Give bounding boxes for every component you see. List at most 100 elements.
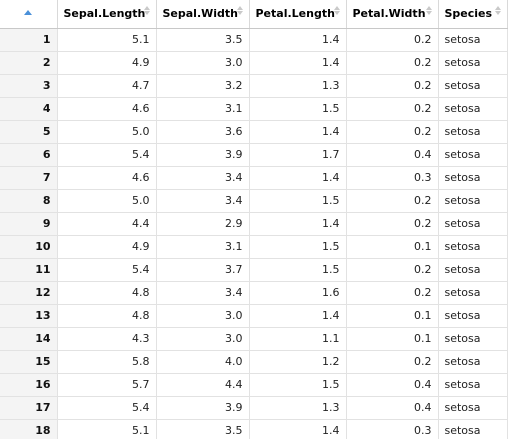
sort-updown-icon <box>495 5 502 19</box>
table-cell: 0.4 <box>346 143 439 167</box>
row-index-cell: 5 <box>0 120 58 144</box>
table-row: 2 4.9 3.0 1.4 0.2 setosa <box>0 51 508 75</box>
column-header-label: Species <box>444 7 493 21</box>
column-header-label: Sepal.Width <box>162 7 239 21</box>
row-index-cell: 12 <box>0 281 58 305</box>
table-cell: 1.4 <box>249 304 347 328</box>
table-row: 15 5.8 4.0 1.2 0.2 setosa <box>0 350 508 374</box>
table-cell: setosa <box>438 189 508 213</box>
table-row: 12 4.8 3.4 1.6 0.2 setosa <box>0 281 508 305</box>
table-body: 1 5.1 3.5 1.4 0.2 setosa 2 4.9 3.0 1.4 0.2 setosa 3 4… <box>0 28 508 439</box>
row-index-cell: 9 <box>0 212 58 236</box>
column-header-sepal-width[interactable]: Sepal.Width <box>156 0 250 29</box>
table-cell: 3.0 <box>156 51 250 75</box>
table-cell: 4.4 <box>57 212 157 236</box>
row-index-cell: 8 <box>0 189 58 213</box>
table-cell: 3.5 <box>156 419 250 439</box>
table-cell: 3.2 <box>156 74 250 98</box>
table-cell: 1.2 <box>249 350 347 374</box>
column-header-label: Petal.Length <box>255 7 335 21</box>
table-cell: 4.9 <box>57 235 157 259</box>
table-cell: 0.2 <box>346 212 439 236</box>
table-row: 18 5.1 3.5 1.4 0.3 setosa <box>0 419 508 439</box>
table-cell: 1.1 <box>249 327 347 351</box>
table-cell: 0.2 <box>346 281 439 305</box>
table-cell: 5.0 <box>57 189 157 213</box>
table-cell: 4.6 <box>57 97 157 121</box>
table-row: 16 5.7 4.4 1.5 0.4 setosa <box>0 373 508 397</box>
row-index-cell: 11 <box>0 258 58 282</box>
table-cell: 3.4 <box>156 189 250 213</box>
table-cell: 1.7 <box>249 143 347 167</box>
table-row: 1 5.1 3.5 1.4 0.2 setosa <box>0 28 508 52</box>
table-cell: 1.3 <box>249 74 347 98</box>
table-cell: setosa <box>438 28 508 52</box>
table-cell: setosa <box>438 419 508 439</box>
row-index-cell: 15 <box>0 350 58 374</box>
table-cell: 1.4 <box>249 212 347 236</box>
table-cell: setosa <box>438 327 508 351</box>
table-cell: 3.1 <box>156 97 250 121</box>
table-cell: 3.1 <box>156 235 250 259</box>
table-cell: 4.0 <box>156 350 250 374</box>
column-header-petal-length[interactable]: Petal.Length <box>249 0 347 29</box>
table-cell: 1.6 <box>249 281 347 305</box>
table-cell: 0.2 <box>346 97 439 121</box>
table-cell: 4.8 <box>57 281 157 305</box>
table-cell: 1.4 <box>249 120 347 144</box>
row-index-header[interactable] <box>0 0 58 29</box>
table-cell: setosa <box>438 281 508 305</box>
table-cell: 2.9 <box>156 212 250 236</box>
table-cell: 3.0 <box>156 304 250 328</box>
table-cell: 0.2 <box>346 28 439 52</box>
row-index-cell: 13 <box>0 304 58 328</box>
table-cell: setosa <box>438 166 508 190</box>
table-cell: 0.2 <box>346 258 439 282</box>
table-cell: 3.6 <box>156 120 250 144</box>
table-cell: setosa <box>438 51 508 75</box>
row-index-cell: 17 <box>0 396 58 420</box>
row-index-cell: 18 <box>0 419 58 439</box>
table-cell: 0.1 <box>346 304 439 328</box>
table-cell: 0.2 <box>346 74 439 98</box>
table-cell: 4.3 <box>57 327 157 351</box>
table-row: 13 4.8 3.0 1.4 0.1 setosa <box>0 304 508 328</box>
row-index-cell: 7 <box>0 166 58 190</box>
table-cell: 3.0 <box>156 327 250 351</box>
table-row: 10 4.9 3.1 1.5 0.1 setosa <box>0 235 508 259</box>
table-cell: 1.5 <box>249 97 347 121</box>
table-cell: setosa <box>438 235 508 259</box>
table-row: 7 4.6 3.4 1.4 0.3 setosa <box>0 166 508 190</box>
table-cell: setosa <box>438 97 508 121</box>
table-cell: 3.5 <box>156 28 250 52</box>
table-cell: 5.4 <box>57 258 157 282</box>
table-row: 6 5.4 3.9 1.7 0.4 setosa <box>0 143 508 167</box>
table-cell: setosa <box>438 143 508 167</box>
table-cell: 5.8 <box>57 350 157 374</box>
column-header-label: Petal.Width <box>352 7 426 21</box>
table-cell: 5.7 <box>57 373 157 397</box>
table-cell: 5.4 <box>57 143 157 167</box>
column-header-label: Sepal.Length <box>63 7 146 21</box>
table-cell: 0.1 <box>346 235 439 259</box>
table-cell: setosa <box>438 74 508 98</box>
table-cell: 4.9 <box>57 51 157 75</box>
table-cell: 5.4 <box>57 396 157 420</box>
table-cell: 0.2 <box>346 189 439 213</box>
column-header-sepal-length[interactable]: Sepal.Length <box>57 0 157 29</box>
sort-updown-icon <box>334 5 341 19</box>
column-header-species[interactable]: Species <box>438 0 508 29</box>
row-index-cell: 16 <box>0 373 58 397</box>
table-cell: 0.1 <box>346 327 439 351</box>
row-index-cell: 14 <box>0 327 58 351</box>
table-cell: 5.1 <box>57 28 157 52</box>
table-cell: 0.2 <box>346 120 439 144</box>
sort-updown-icon <box>237 5 244 19</box>
row-index-cell: 4 <box>0 97 58 121</box>
table-header: Sepal.Length Sepal.Width Petal.Length Pe… <box>0 0 508 29</box>
column-header-petal-width[interactable]: Petal.Width <box>346 0 439 29</box>
table-cell: 0.3 <box>346 166 439 190</box>
table-cell: setosa <box>438 396 508 420</box>
